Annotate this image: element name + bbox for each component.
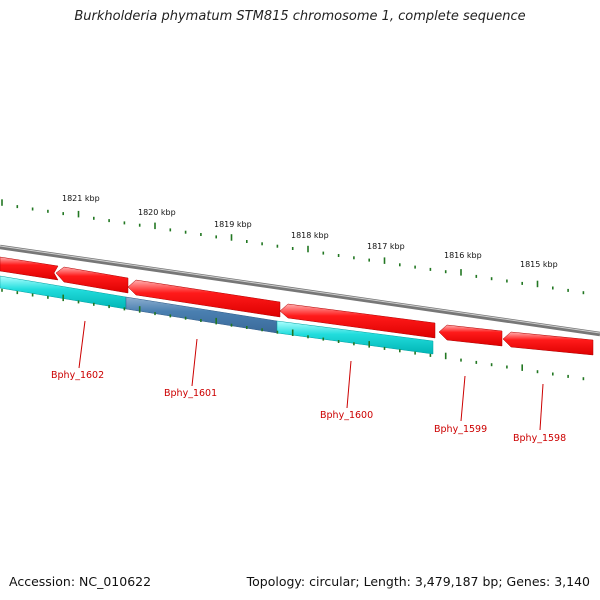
gene-red-segment-6[interactable] [502,331,594,356]
inner-scale-ticks [1,288,585,381]
leader-line-bphy-1600 [346,360,352,409]
kbp-label-1816: 1816 kbp [444,251,482,260]
gene-label-bphy-1599[interactable]: Bphy_1599 [434,424,487,435]
kbp-label-1817: 1817 kbp [367,242,405,251]
gene-label-bphy-1598[interactable]: Bphy_1598 [513,433,566,444]
accession-label: Accession: NC_010622 [9,574,152,589]
leader-line-bphy-1602 [78,320,86,369]
leader-line-bphy-1599 [460,375,466,422]
leader-line-bphy-1598 [539,383,544,431]
kbp-label-1815: 1815 kbp [520,260,558,269]
summary-label: Topology: circular; Length: 3,479,187 bp… [246,574,590,589]
gene-label-bphy-1600[interactable]: Bphy_1600 [320,410,373,421]
gene-bphy-1600-reverse[interactable] [276,320,434,355]
gene-label-bphy-1601[interactable]: Bphy_1601 [164,388,217,399]
kbp-label-1820: 1820 kbp [138,208,176,217]
outer-scale-ticks [1,199,585,295]
gene-red-segment-left[interactable] [0,256,59,281]
kbp-label-1821: 1821 kbp [62,194,100,203]
gene-red-segment-4[interactable] [279,303,436,339]
gene-label-bphy-1602[interactable]: Bphy_1602 [51,370,104,381]
gene-red-segment-2[interactable] [55,266,129,294]
gene-red-segment-3[interactable] [127,279,281,318]
gene-red-segment-5[interactable] [438,324,503,347]
map-title: Burkholderia phymatum STM815 chromosome … [74,9,526,24]
leader-line-bphy-1601 [191,338,198,387]
kbp-label-1818: 1818 kbp [291,231,329,240]
chromosome-backbone-highlight [0,245,600,334]
chromosome-backbone [0,244,600,337]
kbp-label-1819: 1819 kbp [214,220,252,229]
